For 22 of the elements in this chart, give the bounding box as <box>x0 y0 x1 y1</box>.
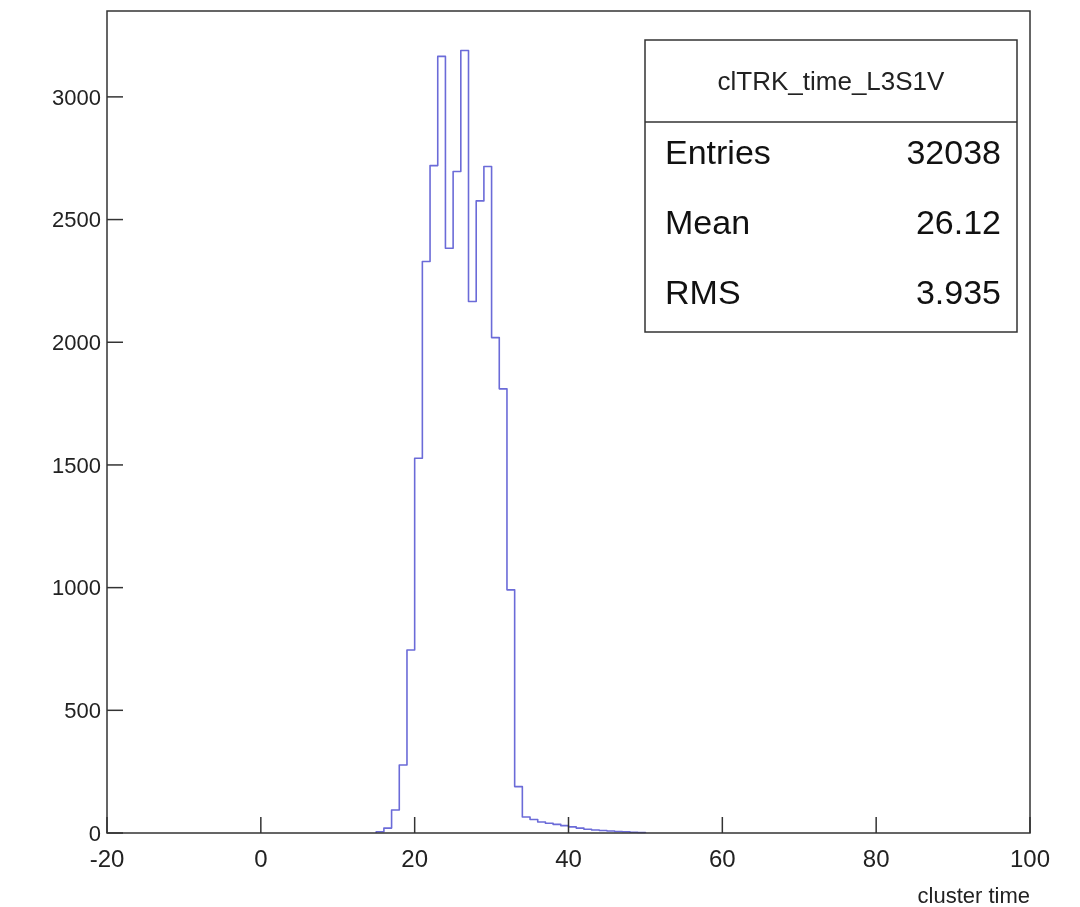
text: clTRK_time_L3S1V <box>717 66 946 97</box>
annotation: Entries <box>665 132 771 171</box>
annotation: 3.935 <box>915 272 1001 311</box>
annotation: 32038 <box>906 132 1001 171</box>
x-tick-label: 100 <box>1009 845 1051 872</box>
x-tick-label: 40 <box>555 845 582 872</box>
x-tick-label: 20 <box>401 845 429 872</box>
y-tick-label: 2000 <box>52 329 101 355</box>
y-tick-label: 1000 <box>52 575 101 601</box>
y-tick-label: 1500 <box>52 452 101 478</box>
y-tick-label: 3000 <box>52 84 101 110</box>
annotation: 26.12 <box>915 202 1001 241</box>
x-tick-label: 60 <box>708 845 736 872</box>
y-tick-label: 2500 <box>52 207 101 233</box>
annotation: RMS <box>665 272 741 311</box>
y-tick-label: 0 <box>88 820 101 846</box>
annotation: Mean <box>665 202 751 241</box>
x-tick-label: -20 <box>89 845 125 872</box>
y-tick-label: 500 <box>64 698 101 724</box>
x-axis-title: cluster time <box>917 883 1030 907</box>
x-tick-label: 0 <box>254 845 268 872</box>
x-tick-label: 80 <box>862 845 890 872</box>
